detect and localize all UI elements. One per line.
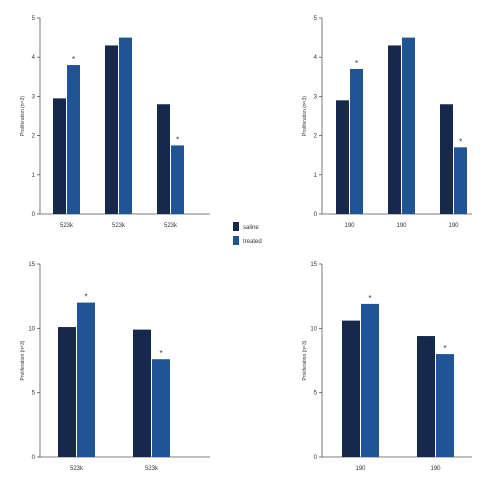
y-tick-label: 5 <box>314 16 318 22</box>
y-tick-label: 4 <box>314 55 318 61</box>
y-tick-label: 2 <box>314 134 318 140</box>
y-axis-title: Proliferation (n=3) <box>20 96 26 136</box>
y-tick-label: 15 <box>28 262 35 268</box>
bar <box>436 354 454 457</box>
category-label: 190 <box>355 466 366 472</box>
y-tick-label: 0 <box>314 212 318 218</box>
significance-star: * <box>159 349 162 358</box>
legend-swatch-treated <box>233 236 239 245</box>
y-tick-label: 10 <box>28 326 35 332</box>
significance-star: * <box>176 135 179 144</box>
category-label: 190 <box>448 223 459 229</box>
bar <box>105 45 118 214</box>
y-tick-label: 2 <box>32 134 36 140</box>
significance-star: * <box>84 293 87 302</box>
y-tick-label: 5 <box>32 16 36 22</box>
y-tick-label: 1 <box>314 173 318 179</box>
category-label: 523k <box>70 466 84 472</box>
bar <box>171 145 184 214</box>
y-tick-label: 15 <box>310 262 317 268</box>
legend-swatch-saline <box>233 222 239 231</box>
significance-star: * <box>72 55 75 64</box>
category-label: 523k <box>112 223 126 229</box>
category-label: 523k <box>145 466 159 472</box>
y-tick-label: 0 <box>32 455 36 461</box>
bar <box>58 327 76 457</box>
y-tick-label: 3 <box>32 94 36 100</box>
legend-label-saline: saline <box>243 225 259 231</box>
y-tick-label: 0 <box>32 212 36 218</box>
y-tick-label: 10 <box>310 326 317 332</box>
bar <box>402 37 415 214</box>
y-tick-label: 0 <box>314 455 318 461</box>
y-tick-label: 3 <box>314 94 318 100</box>
bar <box>152 359 170 457</box>
significance-star: * <box>368 294 371 303</box>
category-label: 190 <box>430 466 441 472</box>
y-tick-label: 5 <box>314 391 318 397</box>
category-label: 190 <box>344 223 355 229</box>
bar <box>342 320 360 457</box>
bar <box>133 329 151 457</box>
category-label: 523k <box>60 223 74 229</box>
bar <box>388 45 401 214</box>
significance-star: * <box>459 137 462 146</box>
bar <box>119 37 132 214</box>
bar <box>350 68 363 215</box>
significance-star: * <box>443 344 446 353</box>
bar <box>157 104 170 214</box>
bar <box>336 100 349 214</box>
y-axis-title: Proliferation (n=3) <box>20 340 26 380</box>
bar <box>67 65 80 214</box>
legend-label-treated: treated <box>243 239 262 245</box>
y-tick-label: 5 <box>32 391 36 397</box>
significance-star: * <box>355 59 358 68</box>
bar <box>77 302 95 457</box>
bar <box>454 147 467 214</box>
y-tick-label: 4 <box>32 55 36 61</box>
y-axis-title: Proliferation (n=3) <box>302 96 308 136</box>
bar <box>440 104 453 214</box>
bar <box>361 303 379 457</box>
bar <box>417 336 435 457</box>
y-tick-label: 1 <box>32 173 36 179</box>
y-axis-title: Proliferation (n=3) <box>302 340 308 380</box>
category-label: 190 <box>396 223 407 229</box>
category-label: 523k <box>164 223 178 229</box>
bar <box>53 98 66 214</box>
